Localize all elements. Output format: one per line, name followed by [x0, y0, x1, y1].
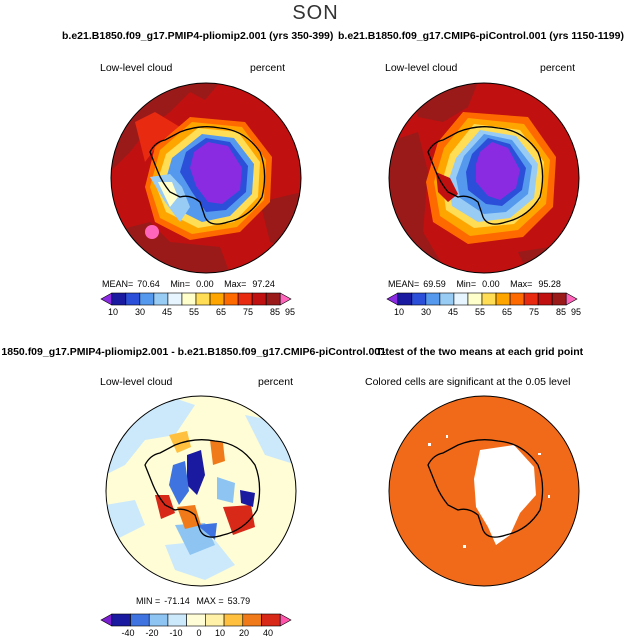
colorbar-segment — [139, 292, 155, 306]
colorbar-segment — [467, 292, 483, 306]
polar-map-picontrol — [388, 82, 580, 274]
colorbar-segment — [481, 292, 497, 306]
tick-label: 75 — [242, 307, 254, 317]
colorbar-segment — [148, 613, 169, 627]
tick-label: 10 — [393, 307, 405, 317]
tick-label: 45 — [447, 307, 459, 317]
tick-label: -40 — [121, 628, 135, 638]
tick-label: 95 — [284, 307, 296, 317]
colorbar-segment — [111, 613, 131, 627]
colorbar-segment — [453, 292, 469, 306]
tick-label: 45 — [161, 307, 173, 317]
panel-title-picontrol: b.e21.B1850.f09_g17.CMIP6-piControl.001 … — [338, 30, 624, 42]
colorbar-segment — [261, 613, 281, 627]
tick-label: 85 — [269, 307, 281, 317]
tick-label: 40 — [262, 628, 274, 638]
colorbar-segment — [411, 292, 427, 306]
tick-label: 20 — [238, 628, 250, 638]
colorbar-segment — [223, 613, 244, 627]
colorbar-segment — [279, 613, 292, 627]
colorbar-segment — [111, 292, 127, 306]
colorbar-segment — [551, 292, 567, 306]
colorbar-segment — [242, 613, 262, 627]
tick-label: 95 — [570, 307, 582, 317]
tick-label: 85 — [555, 307, 567, 317]
panel-title-significance: T-test of the two means at each grid poi… — [376, 346, 584, 358]
colorbar-segment — [537, 292, 553, 306]
polar-map-significance — [388, 395, 580, 587]
colorbar-segment — [523, 292, 539, 306]
polar-map-pliomip — [110, 82, 302, 274]
colorbar-segment — [100, 613, 113, 627]
tick-label: 65 — [215, 307, 227, 317]
colorbar-segment — [205, 613, 225, 627]
colorbar-segment — [167, 292, 183, 306]
tick-label: 10 — [214, 628, 226, 638]
tick-label: -10 — [169, 628, 183, 638]
units-label-difference: percent — [258, 376, 294, 388]
colorbar-segment — [100, 292, 113, 306]
colorbar-difference — [100, 613, 292, 627]
variable-label-difference: Low-level cloud — [100, 376, 173, 388]
colorbar-segment — [495, 292, 511, 306]
colorbar-segment — [153, 292, 169, 306]
colorbar-segment — [397, 292, 413, 306]
colorbar-segment — [181, 292, 197, 306]
variable-label-picontrol: Low-level cloud — [385, 62, 458, 74]
colorbar-picontrol — [386, 292, 578, 306]
variable-label-pliomip: Low-level cloud — [100, 62, 173, 74]
colorbar-pliomip — [100, 292, 292, 306]
colorbar-segment — [195, 292, 211, 306]
stats-difference: MIN = -71.14 MAX = 53.79 — [136, 596, 251, 606]
units-label-picontrol: percent — [540, 62, 576, 74]
colorbar-segment — [509, 292, 525, 306]
polar-map-difference — [105, 395, 297, 587]
tick-label: 0 — [196, 628, 202, 638]
stats-picontrol: MEAN= 69.59 Min= 0.00 Max= 95.28 — [388, 279, 561, 289]
figure-title: SON — [292, 2, 339, 24]
units-label-pliomip: percent — [250, 62, 286, 74]
tick-label: 65 — [501, 307, 513, 317]
colorbar-segment — [425, 292, 441, 306]
tick-label: -20 — [145, 628, 159, 638]
stats-pliomip: MEAN= 70.64 Min= 0.00 Max= 97.24 — [102, 279, 275, 289]
panel-title-difference: b.e21.B1850.f09_g17.PMIP4-pliomip2.001 -… — [2, 346, 386, 358]
tick-label: 10 — [107, 307, 119, 317]
colorbar-segment — [237, 292, 253, 306]
colorbar-segment — [439, 292, 455, 306]
colorbar-segment — [209, 292, 225, 306]
colorbar-segment — [223, 292, 239, 306]
tick-label: 30 — [420, 307, 432, 317]
colorbar-segment — [251, 292, 267, 306]
panel-title-pliomip: b.e21.B1850.f09_g17.PMIP4-pliomip2.001 (… — [62, 30, 334, 42]
colorbar-segment — [125, 292, 141, 306]
tick-label: 55 — [188, 307, 200, 317]
colorbar-segment — [186, 613, 206, 627]
colorbar-segment — [279, 292, 292, 306]
colorbar-segment — [386, 292, 399, 306]
tick-label: 75 — [528, 307, 540, 317]
tick-label: 30 — [134, 307, 146, 317]
colorbar-segment — [130, 613, 150, 627]
colorbar-segment — [565, 292, 578, 306]
significance-note: Colored cells are significant at the 0.0… — [365, 376, 571, 388]
tick-label: 55 — [474, 307, 486, 317]
colorbar-segment — [265, 292, 281, 306]
colorbar-segment — [167, 613, 187, 627]
